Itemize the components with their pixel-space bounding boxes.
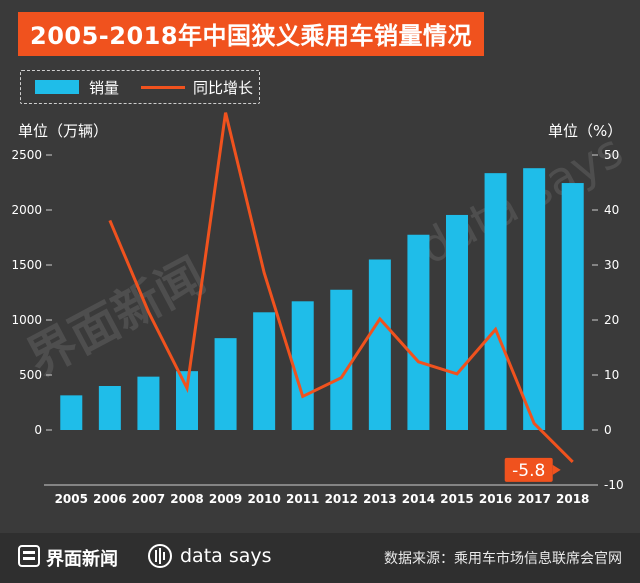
annotation-label: -5.8	[512, 461, 545, 481]
x-tick-label: 2010	[247, 492, 280, 506]
bar-2012	[330, 289, 353, 430]
x-tick-label: 2014	[402, 492, 435, 506]
right-tick-label: 10	[604, 368, 619, 382]
legend-bar-label: 销量	[89, 79, 120, 97]
right-tick-label: 30	[604, 258, 619, 272]
bar-2017	[523, 168, 546, 430]
bar-2014	[407, 234, 430, 430]
left-tick-label: 2500	[11, 148, 42, 162]
x-tick-label: 2017	[517, 492, 550, 506]
x-tick-label: 2008	[170, 492, 203, 506]
bar-2010	[253, 312, 276, 430]
right-axis-title: 单位（%）	[548, 122, 623, 140]
bar-2005	[60, 395, 83, 430]
right-tick-label: 40	[604, 203, 619, 217]
chart-title: 2005-2018年中国狭义乘用车销量情况	[18, 12, 485, 56]
x-tick-label: 2005	[55, 492, 88, 506]
x-tick-label: 2011	[286, 492, 319, 506]
data-source: 数据来源：乘用车市场信息联席会官网	[384, 551, 622, 567]
x-tick-label: 2009	[209, 492, 242, 506]
legend-line-swatch	[141, 86, 185, 89]
growth-line	[108, 112, 574, 463]
bar-2011	[291, 301, 314, 430]
x-tick-label: 2013	[363, 492, 396, 506]
data-says-logo-icon	[148, 544, 172, 568]
right-tick-label: 50	[604, 148, 619, 162]
left-tick-label: 1000	[11, 313, 42, 327]
legend: 销量 同比增长	[20, 70, 260, 104]
x-tick-label: 2015	[440, 492, 473, 506]
left-tick-label: 2000	[11, 203, 42, 217]
left-tick-label: 0	[34, 423, 42, 437]
x-tick-label: 2018	[556, 492, 589, 506]
footer: 界面新闻 data says 数据来源：乘用车市场信息联席会官网	[0, 533, 640, 583]
brand-name: 界面新闻	[46, 549, 118, 570]
legend-bar-swatch	[35, 80, 79, 94]
annotation-pointer	[552, 464, 561, 475]
data-says-brand: data says	[180, 545, 272, 567]
x-tick-label: 2012	[325, 492, 358, 506]
jiemian-logo-icon	[18, 545, 40, 567]
x-tick-label: 2016	[479, 492, 512, 506]
legend-line-label: 同比增长	[193, 79, 254, 97]
left-axis-title: 单位（万辆）	[18, 122, 109, 140]
left-tick-label: 500	[19, 368, 42, 382]
bar-2015	[446, 214, 468, 430]
bar-2018	[561, 183, 584, 430]
bar-2007	[137, 376, 160, 430]
bar-2013	[368, 259, 391, 430]
right-tick-label: 0	[604, 423, 612, 437]
bar-2008	[176, 371, 198, 430]
x-tick-label: 2006	[93, 492, 126, 506]
bar-2009	[214, 338, 237, 430]
bar-2006	[98, 386, 121, 430]
annotation-box	[504, 457, 553, 482]
left-tick-label: 1500	[11, 258, 42, 272]
bar-2016	[484, 173, 507, 430]
x-tick-label: 2007	[132, 492, 165, 506]
right-tick-label: -10	[604, 478, 624, 492]
right-tick-label: 20	[604, 313, 619, 327]
